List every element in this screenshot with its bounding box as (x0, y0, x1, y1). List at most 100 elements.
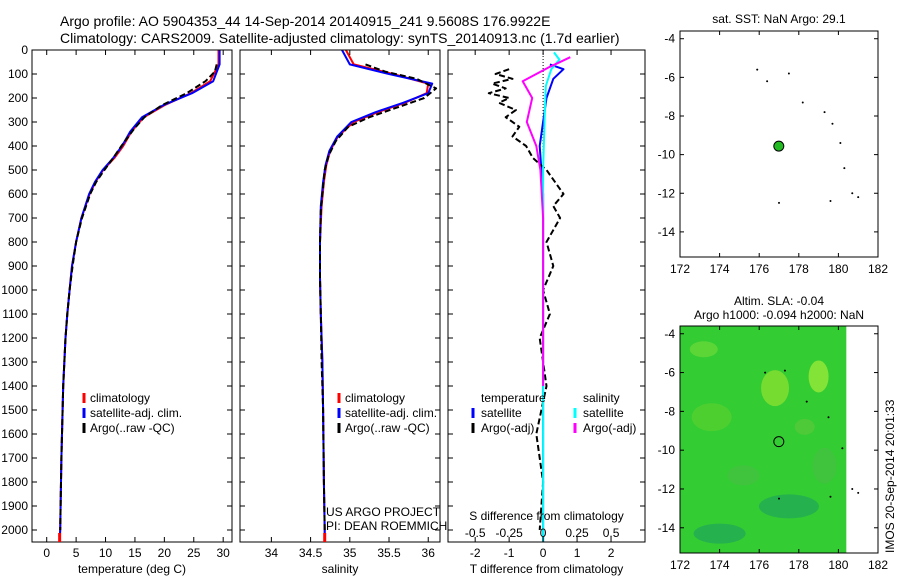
x-tick-label: 15 (128, 546, 142, 560)
y-tick-label: -12 (658, 482, 676, 496)
track-dot (764, 371, 767, 374)
legend-title: temperature (481, 391, 546, 405)
track-dot (778, 201, 780, 204)
y-tick-label: -6 (664, 70, 675, 84)
y-tick-label: -4 (664, 327, 675, 341)
header-line-2: Climatology: CARS2009. Satellite-adjuste… (60, 30, 620, 46)
top-tick-label: 0.5 (603, 526, 620, 540)
y-tick-label: 1500 (1, 403, 28, 417)
track-dot (823, 111, 826, 114)
y-tick-label: -8 (664, 109, 675, 123)
track-dot (778, 497, 780, 500)
x-tick-label: 0 (540, 546, 547, 560)
x-tick-label: 34 (265, 546, 279, 560)
x-tick-label: -1 (504, 546, 515, 560)
sla-anomaly-patch (693, 523, 746, 544)
y-tick-label: -6 (664, 366, 675, 380)
y-tick-label: -14 (658, 521, 676, 535)
y-tick-label: 1300 (1, 355, 28, 369)
legend-label: climatology (90, 391, 150, 405)
track-dot (829, 495, 832, 498)
x-tick-label: 0 (43, 546, 50, 560)
sla-anomaly-patch (727, 465, 760, 486)
argo-position-marker (773, 436, 785, 448)
x-tick-label: 176 (749, 558, 769, 572)
x-tick-label: 174 (710, 558, 730, 572)
x-tick-label: 178 (789, 558, 809, 572)
x-tick-label: 180 (828, 262, 848, 276)
y-tick-label: 700 (8, 211, 28, 225)
series-t-argo-adj- (487, 68, 565, 531)
legend-label: climatology (345, 391, 405, 405)
track-dot (783, 369, 786, 372)
y-tick-label: 0 (21, 43, 28, 57)
x-tick-label: 172 (670, 262, 690, 276)
sla-anomaly-patch (691, 403, 732, 432)
y-tick-label: 500 (8, 163, 28, 177)
y-tick-label: 2000 (1, 523, 28, 537)
top-axis-label: S difference from climatology (469, 509, 624, 523)
track-dot (857, 491, 860, 494)
x-tick-label: 20 (158, 546, 172, 560)
x-tick-label: 30 (216, 546, 230, 560)
map-frame (679, 30, 879, 258)
x-tick-label: 34.5 (299, 546, 323, 560)
sla-anomaly-patch (808, 360, 829, 393)
difference-panel: -2 -1 0 1 2 -0.5 -0.25 0 0.25 0.5 T difference fro… (447, 49, 646, 576)
y-tick-label: 1200 (1, 331, 28, 345)
x-tick-label: 176 (749, 262, 769, 276)
legend-label: Argo(..raw -QC) (90, 421, 175, 435)
top-tick-label: 0 (540, 526, 547, 540)
track-dot (851, 192, 854, 195)
project-credit-line-2: PI: DEAN ROEMMICH (326, 519, 447, 533)
y-tick-label: -4 (664, 32, 675, 46)
project-credit-line-1: US ARGO PROJECT (326, 505, 441, 519)
sla-map-panel: 172 174 176 178 180 182 -4 -6 -8 -10 -12 -14 Altim. … (658, 294, 889, 572)
top-tick-label: -0.25 (495, 526, 523, 540)
legend-title: salinity (583, 391, 620, 405)
series-argo-raw-qc- (59, 64, 218, 531)
y-tick-label: 800 (8, 235, 28, 249)
track-dot (756, 68, 759, 71)
x-tick-label: 36 (422, 546, 436, 560)
y-tick-label: 1800 (1, 475, 28, 489)
track-dot (827, 416, 830, 419)
sla-anomaly-patch (689, 341, 718, 358)
y-tick-label: -12 (658, 186, 676, 200)
x-tick-label: 35.5 (377, 546, 401, 560)
plot-frame (239, 49, 441, 543)
sla-field (680, 326, 847, 553)
x-tick-label: 180 (828, 558, 848, 572)
temperature-panel: 0 5 10 15 20 25 300100200300400500600700800900… (1, 43, 233, 576)
y-tick-label: 1400 (1, 379, 28, 393)
x-axis-label: temperature (deg C) (78, 562, 186, 576)
x-tick-label: 174 (710, 262, 730, 276)
x-tick-label: 35 (343, 546, 357, 560)
track-dot (839, 142, 842, 145)
legend-label: Argo(-adj) (481, 421, 534, 435)
x-tick-label: 182 (868, 558, 888, 572)
legend-label: satellite-adj. clim. (345, 406, 437, 420)
y-tick-label: 1100 (2, 307, 28, 321)
sla-anomaly-patch (758, 494, 819, 519)
argo-position-marker (773, 140, 785, 152)
track-dot (857, 196, 860, 199)
x-axis-label: salinity (322, 562, 359, 576)
legend-label: satellite (481, 406, 522, 420)
imos-timestamp: IMOS 20-Sep-2014 20:01:33 (883, 399, 897, 553)
track-dot (843, 167, 846, 170)
legend-label: Argo(..raw -QC) (345, 421, 430, 435)
x-tick-label: 10 (99, 546, 113, 560)
y-tick-label: 1700 (1, 451, 28, 465)
x-tick-label: 2 (608, 546, 615, 560)
y-tick-label: -8 (664, 404, 675, 418)
legend-label: satellite (583, 406, 624, 420)
plot-frame (31, 49, 233, 543)
y-tick-label: 600 (8, 187, 28, 201)
x-axis-label: T difference from climatology (470, 562, 624, 576)
track-dot (851, 487, 854, 490)
y-tick-label: -14 (658, 225, 676, 239)
salinity-panel: 34 34.5 35 35.5 36 salinity climatologysatelli… (239, 49, 441, 576)
map-title-line-2: Argo h1000: -0.094 h2000: NaN (694, 308, 864, 322)
